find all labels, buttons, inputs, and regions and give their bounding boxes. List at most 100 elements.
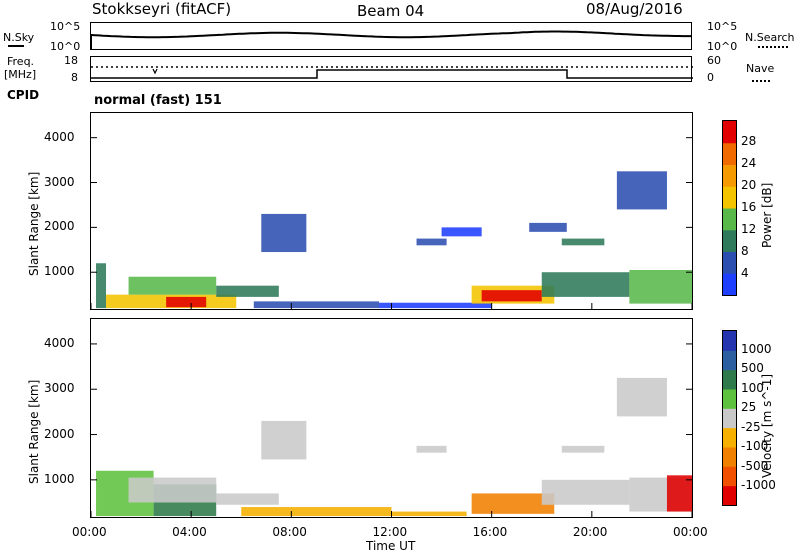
power-colorbar-tick-0: 4: [741, 266, 749, 280]
noise-search-label: N.Search: [745, 31, 795, 44]
power-y-tick-3: 4000: [44, 129, 75, 144]
power-region-2: [166, 296, 207, 308]
velocity-region-11: [416, 445, 447, 453]
velocity-colorbar-swatches: [723, 331, 736, 505]
x-tick-1: 04:00: [172, 525, 207, 539]
noise-right-tick-top: 10^5: [707, 20, 738, 33]
velocity-y-axis-label: Slant Range [km]: [27, 379, 41, 484]
nave-label: Nave: [746, 62, 775, 75]
velocity-y-tick-2: 3000: [44, 381, 75, 396]
power-region-10: [629, 269, 692, 304]
velocity-colorbar-tick-4: 25: [741, 400, 757, 415]
power-region-8: [481, 290, 542, 302]
power-colorbar-swatch-3: [723, 208, 736, 231]
power-region-14: [561, 238, 605, 246]
velocity-colorbar-swatch-4: [723, 408, 736, 429]
beam-label: Beam 04: [357, 2, 425, 20]
velocity-colorbar-swatch-8: [723, 331, 736, 351]
power-colorbar-tick-2: 12: [741, 222, 757, 236]
power-colorbar-tick-5: 24: [741, 156, 757, 170]
x-tick-6: 00:00: [673, 525, 708, 539]
velocity-colorbar-swatch-2: [723, 447, 736, 467]
power-region-5: [253, 301, 379, 309]
velocity-colorbar-tick-3: -25: [741, 419, 761, 434]
power-y-tick-2: 3000: [44, 174, 75, 189]
velocity-region-9: [666, 475, 692, 512]
power-heatmap: [91, 137, 692, 309]
noise-left-tick-top: 10^5: [50, 20, 81, 33]
power-colorbar-tick-3: 16: [741, 200, 757, 214]
x-axis-label: Time UT: [366, 539, 416, 553]
velocity-colorbar-tick-5: 100: [741, 380, 764, 395]
power-y-tick-1: 2000: [44, 219, 75, 234]
velocity-colorbar-swatch-3: [723, 427, 736, 448]
power-colorbar-tick-4: 20: [741, 178, 757, 192]
freq-unit-label: [MHz]: [4, 68, 37, 81]
velocity-colorbar-tick-6: 500: [741, 361, 764, 376]
power-region-9: [541, 272, 630, 297]
nave-right-tick-top: 60: [707, 54, 721, 67]
x-tick-5: 20:00: [572, 525, 608, 539]
noise-left-tick-bottom: 10^0: [50, 40, 81, 53]
velocity-colorbar-tick-1: -500: [741, 458, 769, 473]
power-region-0: [96, 263, 107, 309]
velocity-region-5: [391, 511, 467, 517]
cpid-mode: normal (fast) 151: [94, 93, 222, 108]
velocity-region-4: [241, 507, 392, 517]
power-colorbar-swatch-7: [723, 121, 736, 144]
velocity-colorbar-label: Velocity [m s^-1]: [760, 373, 774, 478]
power-colorbar-swatch-4: [723, 186, 736, 209]
freq-trace: [91, 66, 693, 79]
noise-sky-label: N.Sky: [3, 31, 35, 44]
noise-right-tick-bottom: 10^0: [707, 40, 738, 53]
velocity-region-7: [541, 479, 630, 505]
radar-title: Stokkseyri (fitACF): [92, 0, 232, 18]
power-region-11: [261, 213, 307, 253]
freq-panel: [90, 56, 693, 82]
power-colorbar-swatches: [723, 121, 736, 295]
power-colorbar-swatch-2: [723, 229, 736, 252]
velocity-region-3: [216, 493, 279, 505]
velocity-region-10: [261, 420, 307, 460]
velocity-colorbar-tick-7: 1000: [741, 341, 772, 356]
power-colorbar-tick-1: 8: [741, 244, 749, 258]
power-colorbar-swatch-5: [723, 164, 736, 187]
date-label: 08/Aug/2016: [586, 0, 683, 18]
noise-trace: [91, 30, 691, 49]
velocity-colorbar-swatch-6: [723, 369, 736, 390]
power-plot: [90, 112, 693, 310]
cpid-label: CPID: [7, 88, 40, 102]
noise-sky-legend-line: [8, 45, 24, 47]
power-colorbar-swatch-0: [723, 273, 736, 295]
power-region-12: [416, 238, 447, 246]
freq-label: Freq.: [7, 55, 35, 68]
velocity-colorbar-swatch-7: [723, 350, 736, 371]
velocity-colorbar-swatch-0: [723, 485, 736, 505]
power-region-15: [529, 222, 567, 232]
power-region-4: [216, 285, 279, 297]
freq-left-tick-bottom: 8: [71, 71, 78, 84]
power-colorbar-swatch-6: [723, 142, 736, 165]
noise-panel: [90, 22, 692, 50]
velocity-y-tick-1: 2000: [44, 426, 75, 441]
noise-search-legend-line: [758, 46, 788, 48]
x-tick-3: 12:00: [372, 525, 408, 539]
velocity-y-tick-3: 4000: [44, 335, 75, 350]
power-region-3: [128, 276, 217, 295]
nave-legend-line: [752, 80, 770, 82]
power-colorbar-tick-6: 28: [741, 134, 757, 148]
velocity-colorbar-swatch-1: [723, 466, 736, 487]
velocity-colorbar: [722, 330, 737, 506]
velocity-region-13: [616, 377, 667, 417]
velocity-y-tick-0: 1000: [44, 471, 75, 486]
power-y-axis-label: Slant Range [km]: [27, 171, 41, 276]
x-tick-2: 08:00: [272, 525, 307, 539]
power-colorbar-swatch-1: [723, 251, 736, 274]
nave-right-tick-bottom: 0: [707, 71, 714, 84]
x-tick-0: 00:00: [72, 525, 107, 539]
velocity-colorbar-tick-2: -100: [741, 439, 769, 454]
velocity-colorbar-tick-0: -1000: [741, 478, 776, 493]
power-region-6: [378, 302, 492, 309]
velocity-region-2: [128, 477, 217, 503]
power-y-tick-0: 1000: [44, 264, 75, 279]
